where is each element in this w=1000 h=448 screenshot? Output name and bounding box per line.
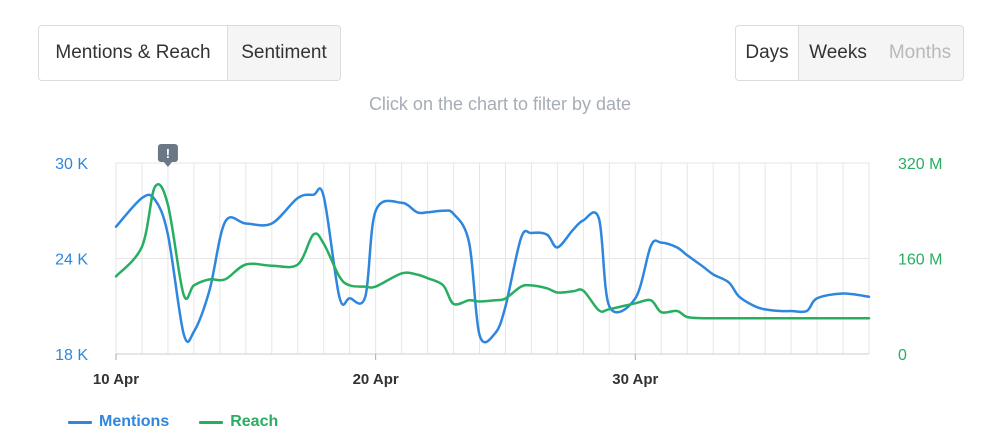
- x-tick-label: 20 Apr: [353, 371, 399, 388]
- series-line-reach: [114, 182, 871, 320]
- days-button[interactable]: Days: [736, 26, 799, 80]
- y-right-tick-label: 320 M: [898, 156, 942, 173]
- weeks-button[interactable]: Weeks: [809, 42, 867, 63]
- alert-icon: [157, 144, 178, 162]
- sentiment-tab[interactable]: Sentiment: [241, 42, 327, 63]
- x-tick-label: 10 Apr: [93, 371, 139, 388]
- y-right-tick-label: 0: [898, 347, 907, 364]
- y-left-tick-label: 24 K: [55, 252, 88, 269]
- legend-mentions-label: Mentions: [99, 413, 170, 430]
- chart-legend: Mentions Reach: [68, 413, 278, 431]
- y-left-tick-label: 30 K: [55, 156, 88, 173]
- legend-reach[interactable]: Reach: [199, 413, 278, 431]
- x-tick-label: 30 Apr: [612, 371, 658, 388]
- y-right-tick-label: 160 M: [898, 252, 942, 269]
- mentions-swatch: [68, 420, 92, 424]
- mentions-reach-chart[interactable]: 30 K 24 K 18 K 320 M 160 M 0 10 Apr 20 Apr 30 Ap…: [0, 130, 1000, 400]
- y-left-tick-label: 18 K: [55, 347, 88, 364]
- alert-icon-pointer: [163, 162, 172, 167]
- period-toggle: Days Weeks Months: [735, 25, 964, 81]
- legend-reach-label: Reach: [230, 413, 279, 430]
- view-toggle: Mentions & Reach Sentiment: [38, 25, 341, 81]
- mentions-reach-tab[interactable]: Mentions & Reach: [39, 26, 228, 80]
- series-line-mentions: [114, 187, 871, 344]
- months-button[interactable]: Months: [888, 42, 952, 63]
- reach-swatch: [199, 420, 224, 424]
- alert-icon-glyph: !: [166, 146, 170, 161]
- chart-hint: Click on the chart to filter by date: [368, 94, 632, 114]
- legend-mentions[interactable]: Mentions: [68, 413, 169, 431]
